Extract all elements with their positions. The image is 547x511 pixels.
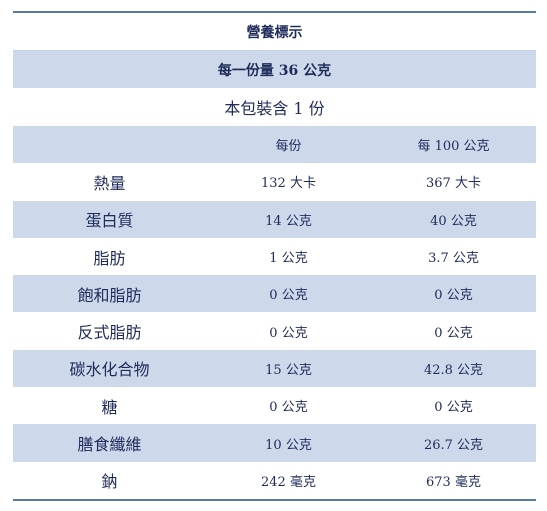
- table-row: 鈉 242 毫克 673 毫克: [13, 462, 536, 499]
- table-row: 糖 0 公克 0 公克: [13, 387, 536, 424]
- package-servings: 本包裝含 1 份: [224, 99, 325, 118]
- column-header-row: 每份 每 100 公克: [13, 126, 536, 164]
- nutrient-name: 鈉: [101, 472, 118, 492]
- per-100g-value: 0 公克: [434, 325, 473, 341]
- table-row: 飽和脂肪 0 公克 0 公克: [13, 275, 536, 313]
- per-100g-value: 26.7 公克: [423, 437, 484, 453]
- per-serving-value: 0 公克: [269, 400, 308, 416]
- per-100g-value: 367 大卡: [426, 176, 481, 192]
- per-100g-value: 673 毫克: [426, 474, 481, 490]
- table-row: 碳水化合物 15 公克 42.8 公克: [13, 349, 536, 388]
- table-row: 蛋白質 14 公克 40 公克: [13, 200, 536, 238]
- nutrient-name: 飽和脂肪: [77, 285, 142, 305]
- per-100g-header: 每 100 公克: [417, 139, 490, 155]
- per-serving-value: 242 毫克: [261, 474, 316, 490]
- per-100g-value: 3.7 公克: [428, 251, 479, 267]
- serving-size: 每一份量 36 公克: [13, 51, 536, 88]
- per-serving-value: 1 公克: [269, 251, 308, 267]
- nutrient-name: 蛋白質: [85, 211, 134, 231]
- nutrient-name: 糖: [101, 397, 118, 417]
- nutrient-name: 脂肪: [93, 248, 126, 268]
- per-serving-value: 10 公克: [265, 437, 312, 453]
- per-serving-value: 132 大卡: [261, 176, 316, 192]
- nutrient-name: 熱量: [93, 173, 126, 193]
- per-100g-value: 0 公克: [434, 400, 473, 416]
- nutrient-name: 膳食纖維: [77, 435, 142, 455]
- per-serving-value: 0 公克: [269, 288, 308, 304]
- per-serving-value: 15 公克: [265, 362, 312, 378]
- table-row: 脂肪 1 公克 3.7 公克: [13, 238, 536, 275]
- table-row: 膳食纖維 10 公克 26.7 公克: [13, 424, 536, 462]
- nutrition-facts-table: 營養標示 每一份量 36 公克 本包裝含 1 份 每份 每 100 公克 熱量 …: [13, 11, 536, 501]
- table-row: 熱量 132 大卡 367 大卡: [13, 163, 536, 200]
- per-serving-header: 每份: [275, 139, 302, 155]
- per-serving-value: 0 公克: [269, 325, 308, 341]
- nutrient-name: 反式脂肪: [77, 323, 142, 343]
- per-100g-value: 40 公克: [430, 213, 477, 229]
- per-100g-value: 0 公克: [434, 288, 473, 304]
- table-title: 營養標示: [13, 13, 536, 51]
- per-100g-value: 42.8 公克: [423, 362, 484, 378]
- per-serving-value: 14 公克: [265, 213, 312, 229]
- nutrient-name: 碳水化合物: [69, 360, 150, 380]
- table-row: 反式脂肪 0 公克 0 公克: [13, 312, 536, 349]
